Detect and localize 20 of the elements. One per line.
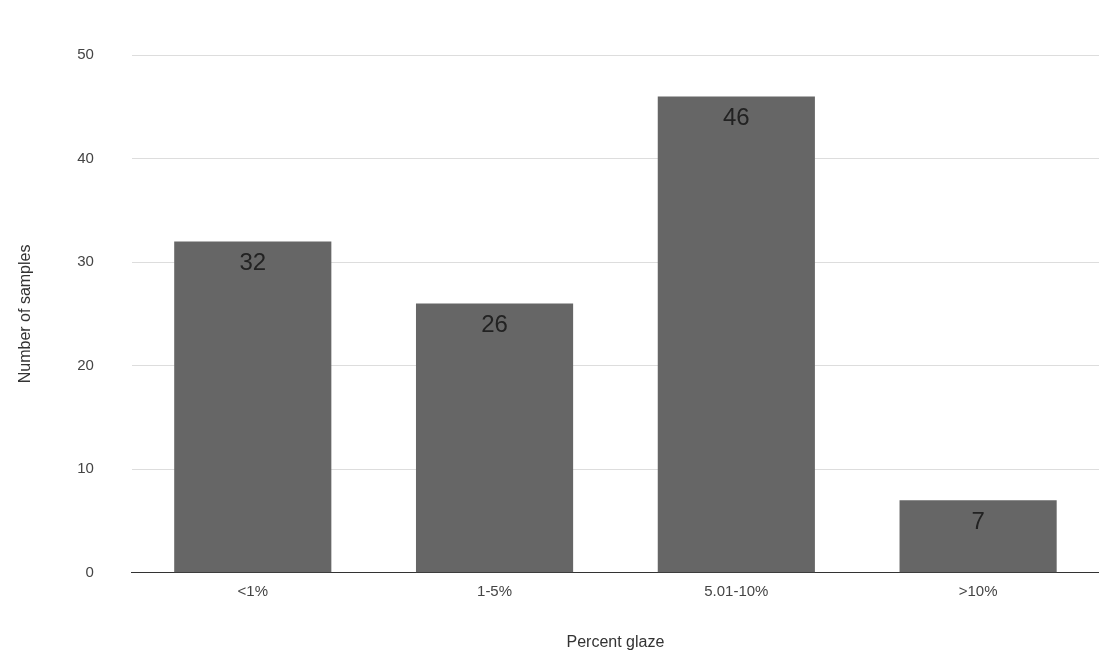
- data-label: 7: [971, 506, 985, 534]
- y-tick-label: 50: [77, 45, 94, 63]
- bar: [415, 303, 574, 573]
- bar: [899, 500, 1057, 573]
- y-tick-label: 40: [77, 148, 94, 166]
- y-tick-label: 30: [77, 252, 94, 270]
- x-tick-label: >10%: [958, 581, 998, 599]
- bar: [657, 96, 815, 573]
- bar: [174, 241, 332, 573]
- x-tick-label: <1%: [237, 581, 268, 599]
- data-label: 26: [481, 310, 508, 338]
- data-label: 46: [722, 103, 750, 131]
- x-axis-title: Percent glaze: [566, 632, 665, 650]
- y-axis-title: Number of samples: [16, 244, 34, 384]
- y-tick-label: 20: [77, 355, 94, 373]
- y-tick-label: 0: [85, 562, 94, 580]
- data-label: 32: [239, 248, 267, 276]
- y-tick-label: 10: [77, 459, 94, 477]
- x-tick-label: 1-5%: [477, 581, 513, 599]
- x-tick-label: 5.01-10%: [704, 581, 769, 599]
